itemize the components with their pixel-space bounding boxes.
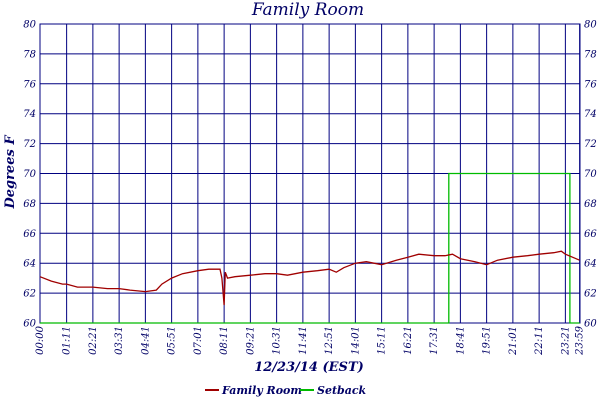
y-axis-label: Degrees F [3,135,18,210]
x-tick-label: 14:01 [350,326,361,355]
x-tick-label: 23:21 [560,326,571,356]
x-tick-label: 04:41 [140,326,151,355]
x-tick-label: 07:01 [193,326,204,355]
grid-layer [39,23,581,324]
x-axis-label: 12/23/14 (EST) [254,360,364,375]
x-tick-label: 03:31 [114,326,125,355]
y-tick-label-left: 76 [23,79,36,90]
tick-layer: 60 60 62 62 64 64 66 66 68 68 70 70 72 72 74 74 76 76 78 78… [23,20,597,356]
x-tick-label: 08:11 [219,326,230,355]
y-tick-label-left: 72 [23,139,36,150]
y-tick-label-right: 68 [584,199,597,210]
x-tick-label: 02:21 [88,326,99,355]
y-tick-label-left: 70 [23,169,36,180]
x-tick-label: 12:51 [324,326,335,355]
x-tick-label: 15:11 [377,326,388,355]
x-tick-label: 21:01 [508,326,519,356]
series-line-family-room [39,250,580,306]
x-tick-label: 18:41 [455,326,466,355]
x-tick-label: 19:51 [482,326,493,355]
y-tick-label-left: 62 [23,289,36,300]
y-tick-label-right: 60 [584,319,597,330]
y-tick-label-left: 74 [23,109,36,120]
y-tick-label-right: 62 [584,289,597,300]
y-tick-label-left: 78 [23,49,36,60]
x-tick-label: 09:21 [245,326,256,355]
chart-title: Family Room [251,0,364,20]
series-line-setback [40,172,580,324]
data-layer [39,172,580,324]
y-tick-label-left: 68 [23,199,36,210]
legend: Family Room Setback [205,384,367,397]
y-tick-label-left: 60 [23,319,36,330]
y-tick-label-right: 64 [584,259,597,270]
x-tick-label: 11:41 [298,326,309,355]
y-tick-label-left: 64 [23,259,36,270]
y-tick-label-right: 70 [584,169,597,180]
x-tick-label: 16:21 [403,326,414,355]
x-tick-label: 23:59 [575,325,586,355]
y-tick-label-right: 72 [584,139,597,150]
x-tick-label: 00:00 [35,325,46,354]
x-tick-label: 22:11 [534,326,545,356]
y-tick-label-right: 74 [584,109,597,120]
y-tick-label-right: 80 [584,20,597,31]
y-tick-label-right: 78 [584,49,597,60]
legend-label: Family Room [221,384,302,397]
y-tick-label-right: 76 [584,79,597,90]
legend-label: Setback [317,384,367,397]
y-tick-label-left: 66 [23,229,36,240]
x-tick-label: 05:51 [167,326,178,355]
x-tick-label: 01:11 [62,326,73,355]
x-tick-label: 17:31 [429,326,440,355]
x-tick-label: 10:31 [272,326,283,355]
y-tick-label-right: 66 [584,229,597,240]
y-tick-label-left: 80 [23,20,36,31]
